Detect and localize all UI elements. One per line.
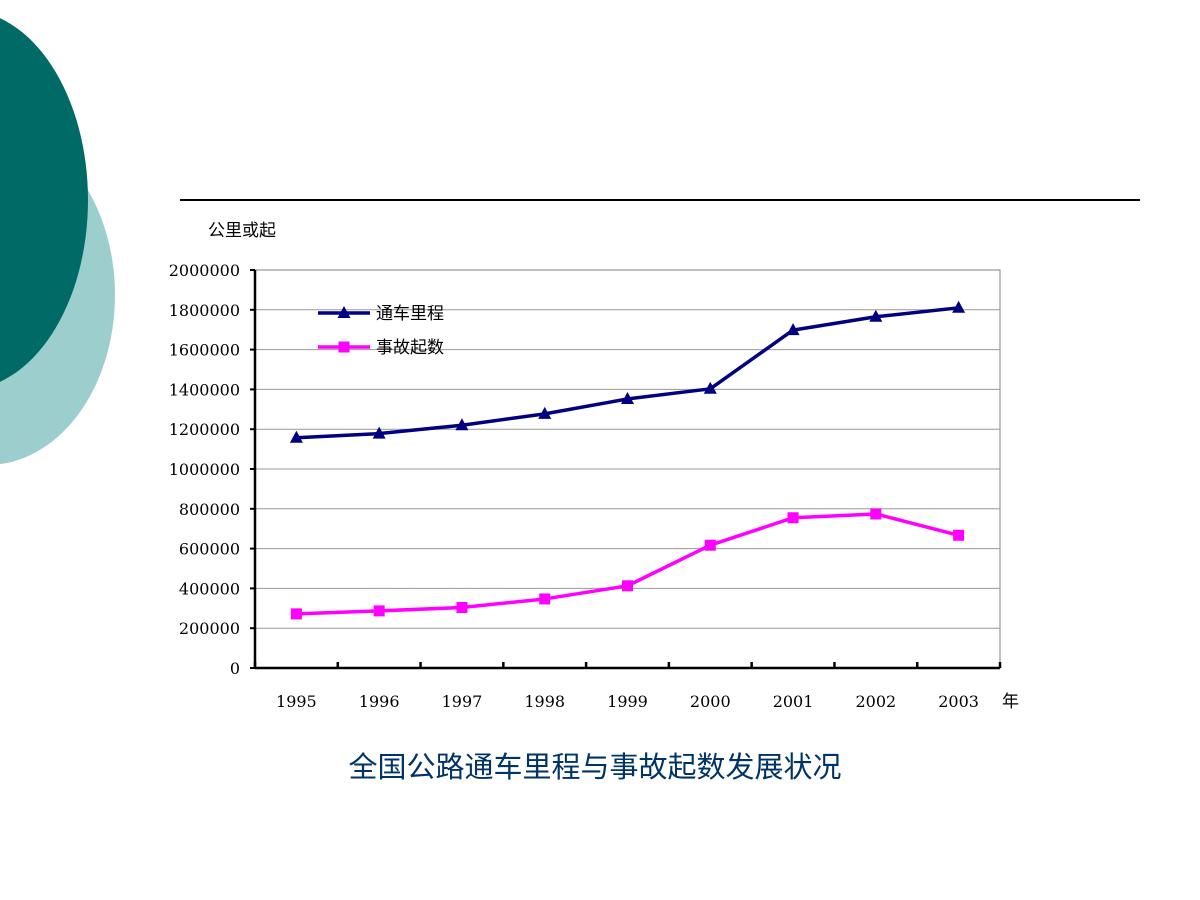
data-point bbox=[787, 512, 799, 524]
y-tick-label: 800000 bbox=[179, 500, 240, 519]
y-axis-label: 公里或起 bbox=[208, 221, 276, 241]
data-point bbox=[622, 580, 633, 592]
data-point bbox=[870, 508, 882, 520]
y-tick-label: 2000000 bbox=[169, 261, 240, 280]
data-point bbox=[455, 418, 469, 431]
x-tick-label: 1996 bbox=[359, 692, 400, 711]
y-tick-label: 1200000 bbox=[169, 420, 240, 439]
data-point bbox=[289, 430, 303, 443]
legend-marker bbox=[338, 341, 350, 353]
x-axis-label: 年 bbox=[1002, 692, 1019, 712]
x-tick-label: 1998 bbox=[524, 692, 565, 711]
data-point bbox=[953, 529, 965, 541]
y-tick-labels: 0 200000 400000 600000 800000 1000000 1200000 1… bbox=[169, 261, 240, 678]
gridlines bbox=[255, 309, 1000, 629]
y-tick-label: 1000000 bbox=[169, 460, 240, 479]
data-point bbox=[869, 309, 883, 322]
axes bbox=[250, 269, 1002, 670]
y-tick-label: 0 bbox=[230, 659, 240, 678]
x-tick-labels: 1995 1996 1997 1998 1999 2000 2001 2002 2003 bbox=[276, 692, 979, 711]
data-point bbox=[456, 602, 468, 614]
y-tick-label: 1400000 bbox=[169, 380, 240, 399]
data-point bbox=[373, 605, 385, 617]
title-rule bbox=[180, 199, 1140, 201]
data-point bbox=[786, 323, 800, 336]
data-point bbox=[704, 539, 716, 551]
x-tick-label: 2001 bbox=[773, 692, 814, 711]
y-tick-label: 600000 bbox=[179, 540, 240, 559]
x-tick-label: 2000 bbox=[690, 692, 731, 711]
data-point bbox=[952, 300, 966, 313]
legend-label: 通车里程 bbox=[376, 304, 444, 324]
x-tick-label: 1997 bbox=[442, 692, 483, 711]
legend-label: 事故起数 bbox=[376, 338, 444, 358]
series-layer bbox=[289, 300, 966, 620]
data-point bbox=[539, 593, 551, 605]
x-tick-label: 2002 bbox=[855, 692, 896, 711]
x-tick-label: 1999 bbox=[607, 692, 648, 711]
data-point bbox=[703, 381, 717, 394]
legend-marker bbox=[337, 306, 351, 318]
y-tick-label: 200000 bbox=[179, 619, 240, 638]
data-point bbox=[372, 426, 386, 439]
y-tick-label: 1600000 bbox=[169, 341, 240, 360]
data-point bbox=[290, 608, 302, 620]
y-tick-label: 1800000 bbox=[169, 301, 240, 320]
x-tick-label: 2003 bbox=[938, 692, 979, 711]
chart-caption: 全国公路通车里程与事故起数发展状况 bbox=[348, 750, 842, 784]
data-point bbox=[621, 391, 634, 404]
x-tick-label: 1995 bbox=[276, 692, 317, 711]
data-point bbox=[538, 406, 552, 419]
y-tick-label: 400000 bbox=[179, 579, 240, 598]
